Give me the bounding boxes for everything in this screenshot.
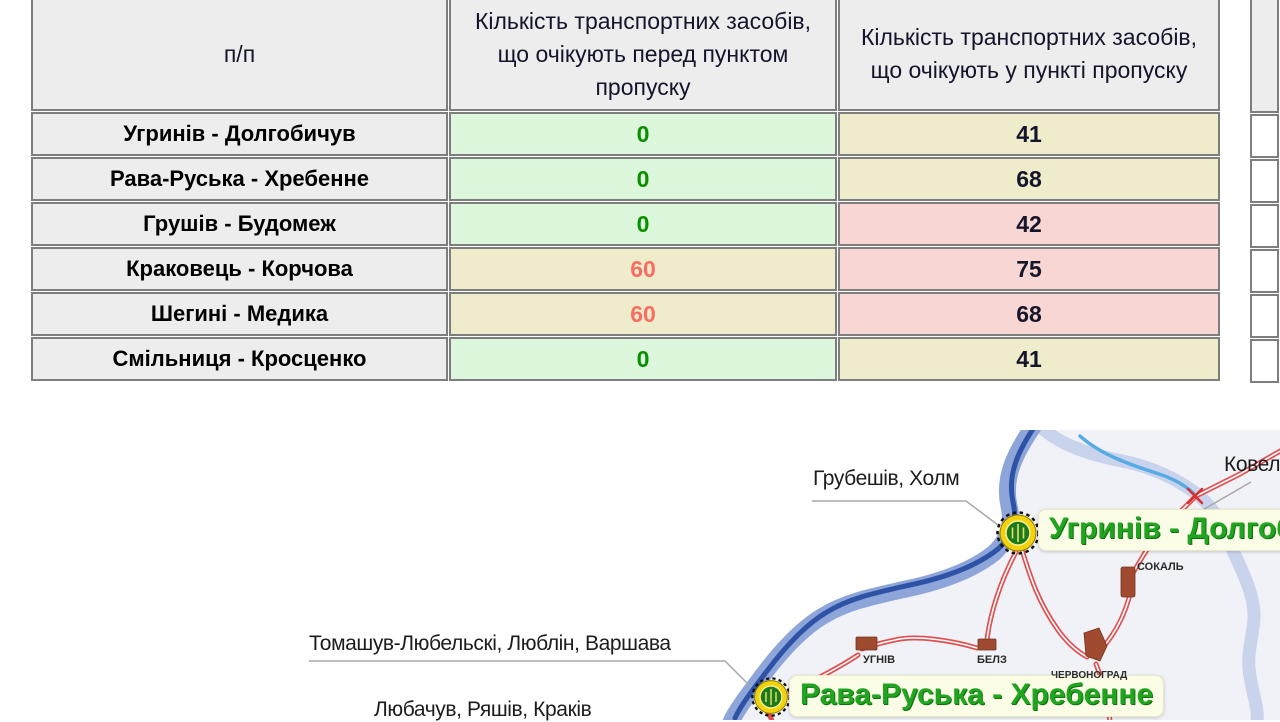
clipped-next-column [1249, 0, 1280, 384]
town-sokal: СОКАЛЬ [1137, 561, 1184, 573]
waiting-inside-value: 68 [838, 157, 1220, 201]
waiting-before-value: 0 [449, 202, 837, 246]
table-row: Рава-Руська - Хребенне 0 68 [31, 157, 1220, 201]
waiting-inside-value: 41 [838, 337, 1220, 381]
customs-checkpoint-icon [751, 677, 791, 717]
border-map: Угринів - Долгобичув Рава-Руська - Хребе… [0, 430, 1280, 721]
waiting-inside-value: 42 [838, 202, 1220, 246]
town-chervonohrad: ЧЕРВОНОГРАД [1051, 670, 1128, 681]
checkpoint-label-uhryniv: Угринів - Долгобичув [1038, 509, 1280, 551]
waiting-before-value: 60 [449, 292, 837, 336]
callout-kovel: Ковель [1224, 453, 1280, 476]
callout-lyubachuv-ryashiv-krakiv: Любачув, Ряшів, Краків [374, 698, 592, 721]
waiting-before-value: 0 [449, 157, 837, 201]
header-waiting-inside: Кількість транспортних засобів, що очіку… [838, 0, 1220, 111]
crossing-name: Грушів - Будомеж [31, 202, 448, 246]
clipped-cell [1250, 204, 1279, 248]
waiting-inside-value: 68 [838, 292, 1220, 336]
tributary-river [1078, 434, 1198, 498]
clipped-cell [1250, 339, 1279, 383]
clipped-cell [1250, 114, 1279, 158]
clipped-header-cell [1250, 0, 1279, 113]
river-core [732, 430, 1036, 720]
table-row: Смільниця - Кросценко 0 41 [31, 337, 1220, 381]
crossing-name: Шегині - Медика [31, 292, 448, 336]
header-waiting-before: Кількість транспортних засобів, що очіку… [449, 0, 837, 111]
crossing-name: Угринів - Долгобичув [31, 112, 448, 156]
crossing-name: Рава-Руська - Хребенне [31, 157, 448, 201]
border-queue-table: п/п Кількість транспортних засобів, що о… [30, 0, 1221, 382]
town-uhniv: УГНІВ [863, 654, 896, 666]
crossing-name: Смільниця - Кросценко [31, 337, 448, 381]
waiting-before-value: 0 [449, 337, 837, 381]
clipped-cell [1250, 249, 1279, 293]
customs-checkpoint-icon [996, 511, 1040, 555]
table-row: Краковець - Корчова 60 75 [31, 247, 1220, 291]
town-belz: БЕЛЗ [977, 654, 1007, 666]
town-markers [855, 566, 1136, 662]
waiting-inside-value: 75 [838, 247, 1220, 291]
table-row: Угринів - Долгобичув 0 41 [31, 112, 1220, 156]
callout-tomashuv-lublin-warszawa: Томашув-Любельскі, Люблін, Варшава [309, 632, 671, 655]
table-row: Шегині - Медика 60 68 [31, 292, 1220, 336]
waiting-before-value: 60 [449, 247, 837, 291]
checkpoint-label-rava: Рава-Руська - Хребенне [789, 675, 1165, 717]
border-crossing-x [1186, 487, 1204, 505]
waiting-before-value: 0 [449, 112, 837, 156]
table-header-row: п/п Кількість транспортних засобів, що о… [31, 0, 1220, 111]
clipped-cell [1250, 294, 1279, 338]
clipped-cell [1250, 159, 1279, 203]
header-crossing-point: п/п [31, 0, 448, 111]
crossing-name: Краковець - Корчова [31, 247, 448, 291]
callout-hrubeshiv-kholm: Грубешів, Холм [813, 467, 960, 490]
waiting-inside-value: 41 [838, 112, 1220, 156]
table-row: Грушів - Будомеж 0 42 [31, 202, 1220, 246]
